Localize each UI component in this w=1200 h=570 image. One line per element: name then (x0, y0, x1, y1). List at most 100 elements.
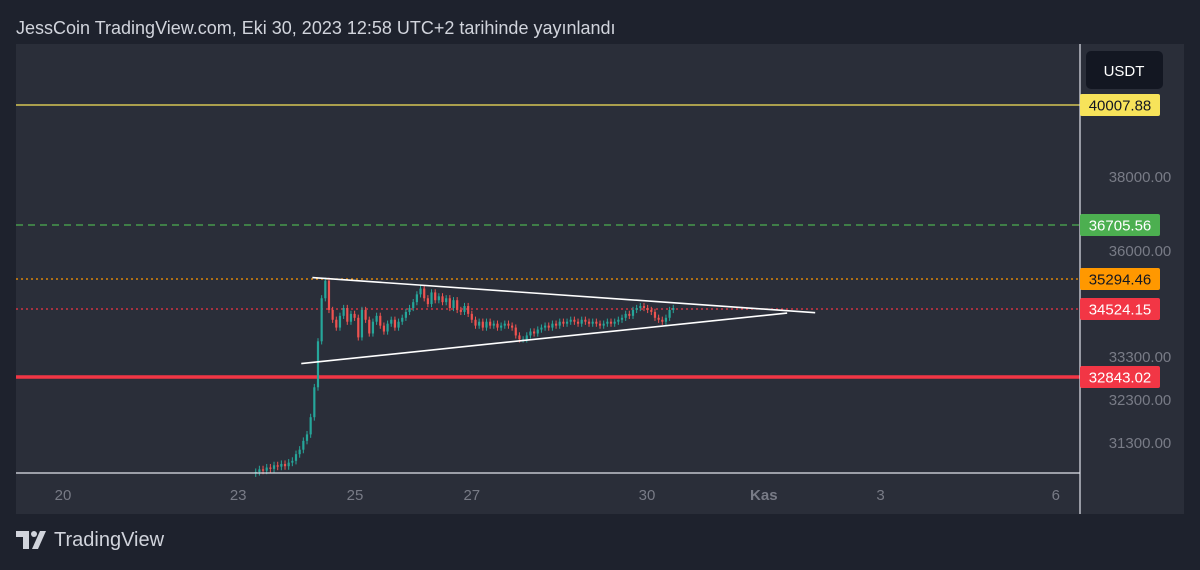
price-level-label-bg (1080, 298, 1160, 320)
candle-body (481, 321, 484, 328)
candle (664, 314, 668, 325)
candle-body (324, 280, 327, 299)
candle-body (386, 323, 389, 332)
candle-body (335, 319, 338, 328)
candle (478, 318, 481, 329)
y-tick-label: 36000.00 (1109, 243, 1172, 260)
candle-body (346, 307, 349, 322)
candle-body (569, 319, 572, 322)
candle-body (408, 307, 411, 312)
candle (631, 306, 635, 319)
candle-body (543, 325, 547, 328)
candle-body (562, 321, 565, 324)
candle (419, 285, 422, 298)
currency-badge-bg (1086, 51, 1163, 89)
candle-body (653, 311, 657, 318)
candle-body (547, 325, 550, 328)
candle (467, 302, 470, 318)
candle (412, 299, 415, 312)
candle (646, 304, 649, 314)
candle (320, 295, 323, 345)
candle-body (448, 298, 451, 308)
candle-body (280, 463, 283, 467)
candle-body (331, 309, 334, 320)
price-chart[interactable]: 38000.00 36000.00 33300.00 32300.00 31300.00… (16, 44, 1184, 514)
candle-body (441, 296, 444, 303)
candle (653, 308, 657, 321)
axes: 38000.00 36000.00 33300.00 32300.00 31300.00… (16, 44, 1171, 514)
candle-body (518, 335, 521, 340)
candle-body (302, 440, 305, 450)
candle-body (511, 325, 514, 328)
price-level-label-bg (1080, 94, 1160, 116)
currency-badge[interactable]: USDT (1086, 51, 1163, 89)
candle (617, 316, 620, 325)
candle-body (514, 327, 517, 336)
x-tick-label: Kas (750, 487, 778, 504)
candle-body (412, 302, 415, 308)
candle (331, 306, 334, 323)
candle-body (272, 465, 276, 469)
candle-body (631, 309, 635, 316)
candle (327, 277, 331, 314)
candle (342, 304, 345, 319)
candle-body (390, 319, 393, 324)
candle (554, 320, 558, 329)
candle-body (668, 309, 671, 318)
x-tick-label: 25 (347, 487, 364, 504)
candle-body (664, 317, 668, 322)
candle (489, 318, 492, 329)
candle-body (500, 325, 503, 328)
candle-body (313, 387, 316, 418)
candle-body (657, 317, 660, 320)
candle-body (445, 298, 448, 303)
candle-body (294, 454, 298, 461)
candle (456, 297, 459, 314)
candle-body (375, 315, 378, 322)
candle-body (565, 321, 569, 324)
y-tick-label: 33300.00 (1109, 349, 1172, 366)
chart-panel[interactable]: 38000.00 36000.00 33300.00 32300.00 31300.00… (16, 44, 1184, 514)
candle-body (639, 306, 642, 308)
price-level-label-bg (1080, 214, 1160, 236)
candle-body (283, 463, 287, 467)
candle-body (371, 321, 375, 334)
y-tick-label: 31300.00 (1109, 435, 1172, 452)
candle (481, 318, 484, 331)
candle (580, 316, 583, 327)
candle-body (485, 321, 488, 328)
candle (463, 302, 466, 316)
candle-body (276, 465, 279, 467)
candle (287, 459, 290, 470)
candle-body (628, 313, 631, 316)
candle-body (368, 319, 371, 334)
candle-body (650, 309, 653, 312)
candle (408, 304, 411, 316)
candle-body (661, 319, 664, 322)
candle (280, 460, 283, 471)
candle-body (470, 313, 473, 320)
candle (551, 320, 554, 331)
candle-body (551, 323, 554, 328)
candle (511, 322, 514, 331)
candle-body (606, 321, 609, 324)
candle-body (646, 307, 649, 310)
candle (624, 310, 627, 321)
candle (598, 320, 602, 329)
candle (452, 297, 455, 312)
candle (587, 318, 591, 327)
footer: TradingView (16, 528, 164, 552)
candle-body (401, 317, 404, 322)
candle-body (576, 321, 580, 324)
price-level-label: 40007.88 (1080, 94, 1160, 116)
candle (595, 318, 598, 327)
price-level-label-text: 40007.88 (1089, 98, 1152, 115)
candle (661, 316, 664, 325)
candle (390, 316, 393, 327)
candle (346, 304, 349, 325)
candle (401, 314, 404, 325)
candle-body (463, 306, 466, 312)
candle-body (291, 460, 294, 463)
price-level-label-bg (1080, 366, 1160, 388)
candle-body (265, 467, 268, 471)
